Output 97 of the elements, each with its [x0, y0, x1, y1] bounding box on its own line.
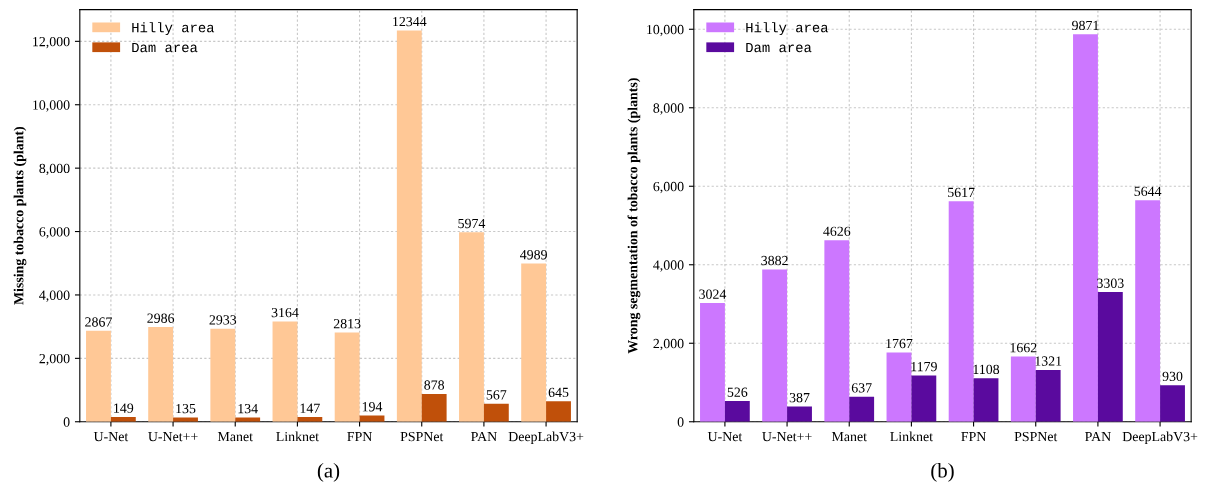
text: (b): [931, 462, 954, 482]
x-tick-label: PAN: [1085, 431, 1111, 442]
data-label: 135: [176, 403, 196, 414]
x-tick-label: DeepLabV3+: [1122, 431, 1198, 445]
data-label: 2813: [333, 318, 361, 329]
bar: [396, 30, 422, 422]
y-tick-label: 8,000: [39, 163, 70, 176]
y-tick-label: 6,000: [39, 227, 70, 239]
bar: [210, 328, 236, 422]
x-tick-label: PAN: [471, 431, 497, 442]
y-tick-label: 6,000: [653, 181, 684, 194]
x-tick-label: U-Net: [93, 432, 129, 442]
data-label: 387: [789, 392, 810, 403]
y-tick-label: 0: [677, 417, 684, 427]
data-label: 878: [424, 380, 445, 390]
x-tick-label: U-Net++: [148, 432, 198, 442]
data-label: 12344: [393, 16, 427, 27]
bar: [911, 375, 937, 422]
data-label: 3882: [761, 255, 788, 266]
data-label: 4626: [823, 226, 851, 236]
bar: [334, 332, 360, 422]
data-label: 637: [851, 383, 872, 393]
bar: [521, 263, 547, 422]
data-label: 147: [300, 403, 320, 413]
data-label: 2867: [85, 317, 112, 327]
y-tick-label: 8,000: [653, 103, 684, 115]
bar: [459, 232, 484, 422]
legend-label: Hilly area: [746, 22, 829, 36]
text: (a): [317, 462, 340, 482]
bar: [849, 396, 875, 422]
bar: [948, 201, 974, 422]
bar: [886, 352, 912, 422]
data-label: 1108: [973, 364, 1000, 375]
x-tick-label: Manet: [831, 432, 867, 442]
bar: [272, 321, 298, 422]
x-tick-label: PSPNet: [1014, 431, 1058, 442]
bar: [700, 303, 725, 422]
data-label: 134: [238, 403, 258, 414]
legend-label: Hilly area: [132, 22, 215, 36]
x-tick-label: U-Net++: [762, 432, 812, 442]
x-tick-label: FPN: [347, 432, 372, 442]
data-label: 1767: [886, 338, 913, 349]
bar: [546, 401, 571, 422]
data-label: 2933: [209, 315, 237, 325]
x-tick-label: U-Net: [707, 432, 743, 442]
bar: [421, 393, 447, 422]
y-tick-label: 2,000: [653, 338, 684, 351]
data-label: 567: [486, 390, 507, 400]
bar: [1010, 356, 1036, 422]
data-label: 4989: [520, 250, 547, 260]
legend-label: Dam area: [132, 42, 198, 53]
y-axis-title: Missing tobacco plants (plant): [13, 126, 27, 305]
data-label: 5974: [458, 218, 486, 229]
y-tick-label: 4,000: [39, 290, 70, 302]
bar: [787, 406, 812, 422]
y-axis-title: Wrong segmentation of tobacco plants (plants): [627, 78, 641, 354]
bar: [1160, 385, 1185, 422]
data-label: 3024: [699, 289, 727, 299]
data-label: 1662: [1010, 342, 1037, 353]
bar: [148, 327, 174, 422]
x-tick-label: PSPNet: [400, 431, 444, 442]
y-tick-label: 2,000: [39, 353, 70, 366]
x-tick-label: FPN: [961, 432, 986, 442]
data-label: 5617: [948, 187, 975, 198]
bar: [824, 240, 850, 422]
data-label: 149: [114, 403, 134, 413]
bar: [1097, 292, 1123, 422]
bar: [86, 330, 111, 422]
x-tick-label: Linknet: [890, 431, 933, 442]
legend-label: Dam area: [746, 42, 812, 53]
bar: [1073, 34, 1098, 422]
y-tick-label: 0: [63, 417, 70, 427]
data-label: 5644: [1134, 186, 1162, 197]
y-tick-label: 10,000: [33, 100, 70, 112]
data-label: 1179: [911, 361, 937, 372]
x-tick-label: Manet: [217, 432, 253, 442]
bar: [1135, 200, 1161, 422]
data-label: 9871: [1072, 20, 1099, 31]
data-label: 3164: [271, 307, 299, 318]
x-tick-label: Linknet: [276, 431, 319, 442]
bar: [173, 417, 198, 422]
y-tick-label: 4,000: [653, 260, 684, 272]
y-tick-label: 12,000: [33, 36, 70, 49]
bar: [724, 401, 750, 422]
x-tick-label: DeepLabV3+: [508, 431, 584, 445]
bar: [1035, 369, 1061, 422]
data-label: 194: [362, 402, 383, 412]
data-label: 526: [727, 387, 748, 397]
data-label: 645: [548, 387, 569, 398]
data-label: 2986: [147, 313, 175, 323]
bar: [973, 378, 999, 422]
bar: [483, 403, 509, 422]
data-label: 930: [1162, 371, 1183, 382]
data-label: 3303: [1097, 278, 1124, 288]
bar: [762, 269, 788, 422]
y-tick-label: 10,000: [647, 24, 684, 37]
data-label: 1321: [1035, 356, 1062, 366]
